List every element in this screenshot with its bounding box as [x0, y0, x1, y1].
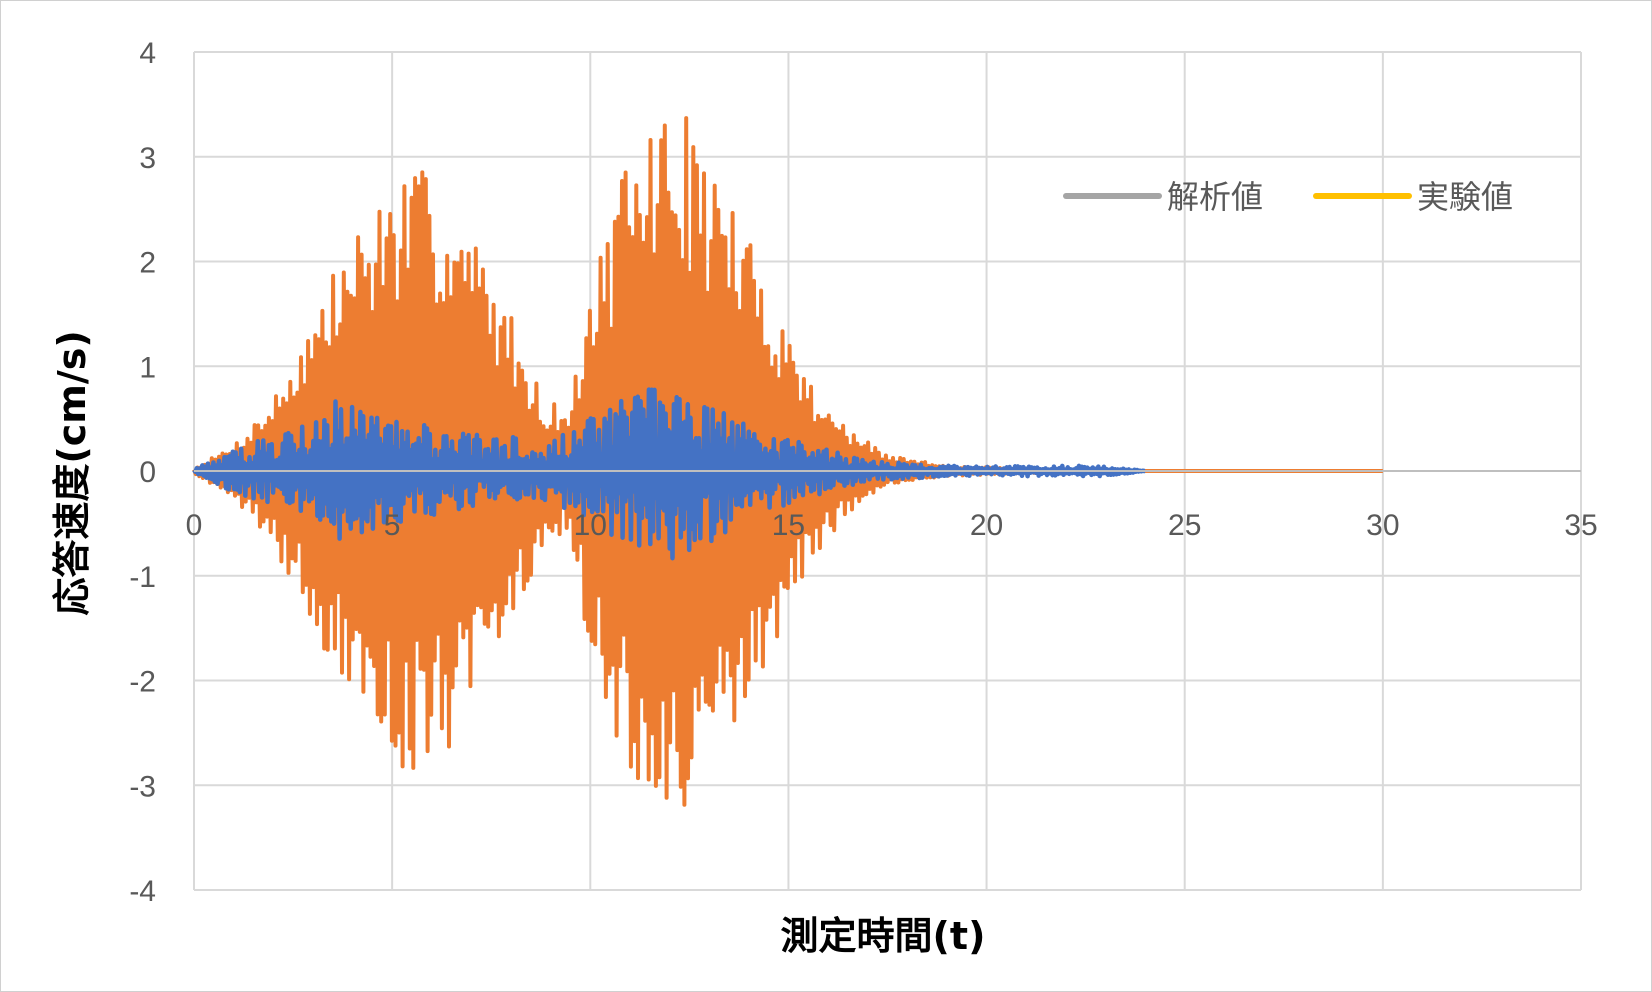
- y-tick-label-2: 2: [139, 247, 156, 280]
- legend-label-kaiseki: 解析値: [1167, 178, 1263, 216]
- x-tick-label-2: 10: [574, 509, 607, 542]
- x-tick-label-4: 20: [970, 509, 1003, 542]
- y-tick-label-5: -1: [129, 561, 156, 594]
- y-tick-label-4: 0: [139, 456, 156, 489]
- y-tick-label-6: -2: [129, 666, 156, 699]
- x-axis-title: 測定時間(t): [781, 914, 986, 958]
- x-tick-label-7: 35: [1564, 509, 1597, 542]
- x-tick-label-3: 15: [772, 509, 805, 542]
- y-tick-label-1: 3: [139, 142, 156, 175]
- y-axis-title: 応答速度(cm/s): [50, 330, 94, 615]
- legend: 解析値 実験値: [1063, 178, 1513, 216]
- series-line-blue: [192, 387, 1147, 561]
- y-tick-label-7: -3: [129, 770, 156, 803]
- x-tick-label-1: 5: [384, 509, 401, 542]
- y-tick-label-8: -4: [129, 875, 156, 908]
- legend-label-jikken: 実験値: [1417, 178, 1513, 216]
- y-tick-label-0: 4: [139, 37, 156, 70]
- y-tick-label-3: 1: [139, 351, 156, 384]
- x-tick-label-5: 25: [1168, 509, 1201, 542]
- x-tick-label-0: 0: [186, 509, 203, 542]
- x-tick-label-6: 30: [1366, 509, 1399, 542]
